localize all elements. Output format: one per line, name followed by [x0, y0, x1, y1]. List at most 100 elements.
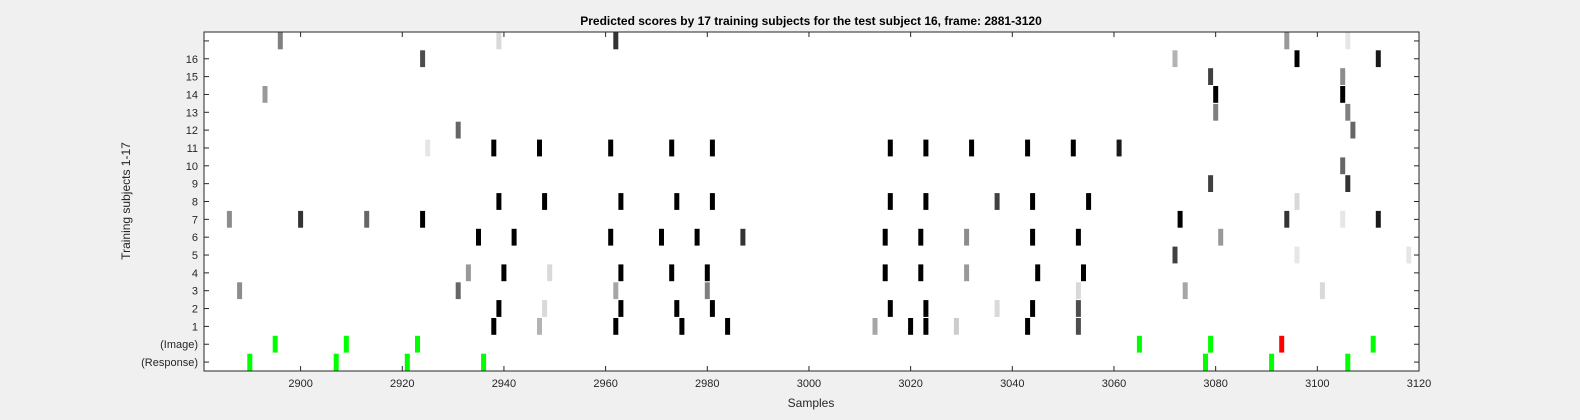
score-mark-row8-1	[298, 210, 304, 228]
score-mark-row4-6	[1319, 282, 1325, 300]
score-mark-row4-3	[704, 282, 710, 300]
score-mark-row3-7	[994, 300, 1000, 317]
score-mark-row2-7	[923, 318, 929, 335]
score-mark-row0-1	[333, 353, 339, 371]
score-mark-row5-7	[918, 264, 924, 282]
score-mark-row2-10	[1075, 318, 1081, 335]
score-mark-row8-7	[1375, 210, 1381, 228]
score-mark-row8-5	[1284, 210, 1290, 228]
score-mark-row11-0	[1340, 157, 1346, 175]
score-mark-row7-3	[659, 228, 664, 246]
score-mark-row1-6	[1370, 335, 1376, 353]
score-mark-row18-1	[496, 32, 502, 50]
score-mark-row5-8	[964, 264, 970, 282]
score-mark-row9-2	[618, 193, 624, 210]
x-tick-label-2960: 2960	[593, 378, 617, 390]
y-tick-label-row4: 3	[192, 286, 198, 298]
score-mark-row6-2	[1406, 246, 1412, 264]
y-tick-label-row13: 12	[186, 125, 198, 137]
plot-area	[204, 32, 1419, 371]
score-mark-row9-8	[1030, 193, 1036, 210]
score-mark-row13-0	[455, 121, 461, 139]
score-mark-row8-6	[1340, 210, 1346, 228]
score-mark-row0-3	[481, 353, 487, 371]
y-tick-label-row5: 4	[192, 268, 198, 280]
x-tick-label-3100: 3100	[1305, 378, 1329, 390]
score-mark-row2-3	[679, 318, 685, 335]
score-mark-row1-4	[1208, 335, 1214, 353]
y-tick-label-row0: (Response)	[141, 357, 198, 369]
score-mark-row3-1	[542, 300, 548, 317]
score-mark-row2-5	[872, 318, 878, 335]
score-mark-row2-8	[953, 318, 959, 335]
score-mark-row5-4	[669, 264, 675, 282]
score-mark-row3-4	[709, 300, 715, 317]
score-mark-row4-5	[1182, 282, 1188, 300]
x-tick-label-3020: 3020	[898, 378, 922, 390]
score-mark-row0-5	[1269, 353, 1275, 371]
score-mark-row9-4	[709, 193, 715, 210]
score-mark-row12-7	[923, 139, 929, 157]
score-mark-row7-5	[740, 228, 746, 246]
y-tick-label-row16: 15	[186, 72, 198, 84]
x-tick-label-3060: 3060	[1102, 378, 1126, 390]
score-mark-row9-3	[674, 193, 680, 210]
score-mark-row9-5	[887, 193, 893, 210]
score-mark-row6-0	[1172, 246, 1178, 264]
score-mark-row18-0	[277, 32, 283, 50]
score-mark-row2-0	[491, 318, 497, 335]
y-tick-label-row6: 5	[192, 250, 198, 262]
score-mark-row7-9	[1030, 228, 1036, 246]
score-mark-row1-2	[415, 335, 420, 353]
score-mark-row12-1	[491, 139, 497, 157]
score-mark-row5-9	[1035, 264, 1041, 282]
score-mark-row12-10	[1070, 139, 1076, 157]
score-mark-row15-1	[1213, 86, 1219, 103]
x-tick-label-3000: 3000	[797, 378, 821, 390]
score-mark-row0-2	[404, 353, 410, 371]
score-mark-row2-1	[537, 318, 542, 335]
score-mark-row4-4	[1075, 282, 1081, 300]
score-mark-row16-0	[1208, 68, 1214, 85]
score-mark-row9-7	[994, 193, 1000, 210]
score-mark-row14-0	[1213, 103, 1219, 121]
score-mark-row16-1	[1340, 68, 1346, 85]
score-mark-row9-10	[1294, 193, 1300, 210]
y-tick-label-row1: (Image)	[160, 339, 198, 351]
score-mark-row1-0	[272, 335, 278, 353]
score-mark-row0-0	[247, 353, 253, 371]
score-mark-row5-10	[1081, 264, 1086, 282]
score-mark-row9-9	[1086, 193, 1092, 210]
score-mark-row7-7	[918, 228, 924, 246]
x-tick-label-2980: 2980	[695, 378, 719, 390]
score-mark-row1-1	[343, 335, 349, 353]
score-mark-row2-6	[908, 318, 914, 335]
score-mark-row15-2	[1340, 86, 1346, 103]
x-tick-label-3120: 3120	[1407, 378, 1431, 390]
score-mark-row2-2	[613, 318, 619, 335]
score-mark-row6-1	[1294, 246, 1300, 264]
score-mark-row14-1	[1345, 103, 1351, 121]
score-mark-row9-1	[542, 193, 548, 210]
score-mark-row4-2	[613, 282, 619, 300]
x-axis-ticks: 2900 2920 2940 2960 2980 3000 3020 3040 3060 3080…	[288, 32, 1431, 390]
score-mark-row7-2	[608, 228, 614, 246]
score-mark-row12-3	[608, 139, 614, 157]
score-mark-row8-0	[226, 210, 232, 228]
score-mark-row3-8	[1030, 300, 1036, 317]
score-mark-row8-4	[1177, 210, 1183, 228]
score-mark-row7-0	[476, 228, 481, 246]
y-tick-label-row12: 11	[187, 143, 198, 155]
score-mark-row0-6	[1345, 353, 1351, 371]
chart-title: Predicted scores by 17 training subjects…	[580, 14, 1042, 28]
y-tick-label-row14: 13	[186, 107, 198, 119]
y-tick-label-row11: 10	[186, 161, 198, 173]
y-tick-label-row3: 2	[192, 304, 198, 316]
score-mark-row8-2	[364, 210, 370, 228]
score-mark-row5-5	[704, 264, 710, 282]
score-mark-row15-0	[262, 86, 268, 103]
score-mark-row12-5	[709, 139, 715, 157]
score-mark-row1-3	[1136, 335, 1142, 353]
